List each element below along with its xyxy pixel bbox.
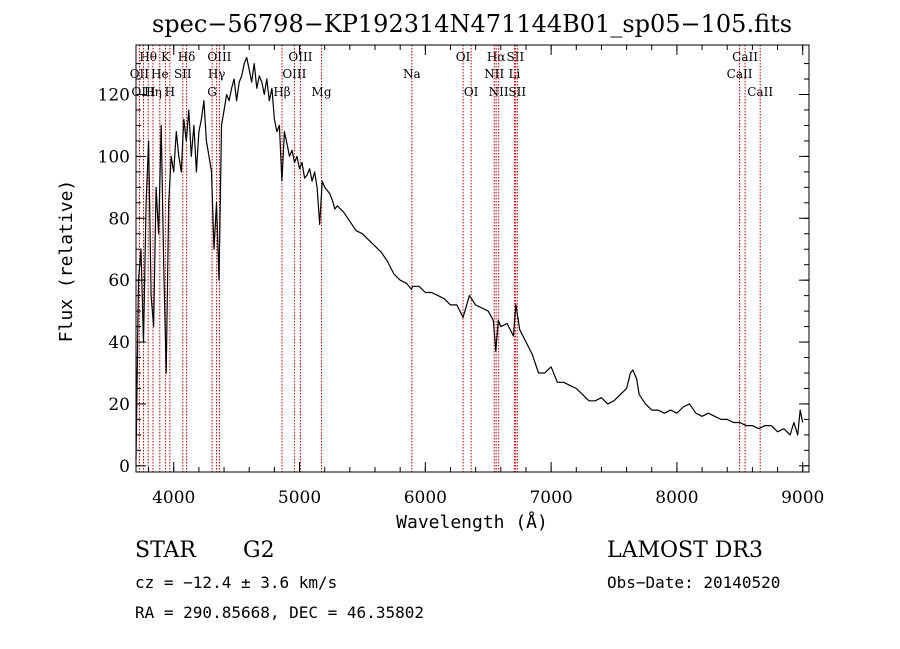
x-tick-label: 5000 — [278, 488, 321, 508]
spectral-line-label: SII — [507, 50, 525, 64]
x-axis-label: Wavelength (Å) — [396, 511, 548, 533]
axes-layer: 4000 5000 6000 7000 8000 9000 0 20 40 60 80 100 120 — [98, 45, 824, 508]
spectral-line-label: Hγ — [208, 67, 226, 81]
series-line-0 — [135, 56, 804, 460]
y-tick-label: 120 — [98, 86, 130, 106]
x-tick-label: 8000 — [655, 488, 698, 508]
spectral-line-label: Hβ — [273, 85, 290, 99]
spectral-line-label: CaII — [727, 67, 753, 81]
x-tick-label: 4000 — [152, 488, 195, 508]
spectral-line-label: K — [161, 50, 171, 64]
chart-title: spec−56798−KP192314N471144B01_sp05−105.f… — [152, 10, 792, 38]
spectral-line-label: G — [207, 85, 217, 99]
x-tick-label: 9000 — [781, 488, 824, 508]
y-tick-label: 60 — [108, 271, 130, 291]
spectral-line-label: NII — [484, 67, 504, 81]
spectral-line-label: OIII — [288, 50, 312, 64]
observation-date: Obs−Date: 20140520 — [607, 573, 781, 592]
spectral-line-label: OII — [130, 67, 150, 81]
spectral-line-label: Na — [403, 67, 421, 81]
spectral-line-label: OI — [464, 85, 479, 99]
spectral-line-label: NII — [489, 85, 509, 99]
y-axis-label: Flux (relative) — [56, 180, 77, 343]
spectral-line-label: Hη — [144, 85, 162, 99]
series-layer — [135, 56, 804, 460]
y-tick-label: 100 — [98, 147, 130, 167]
redshift-cz: cz = −12.4 ± 3.6 km/s — [135, 573, 338, 592]
y-tick-label: 20 — [108, 395, 130, 415]
object-subclass: G2 — [243, 538, 275, 563]
spectral-line-label: SII — [508, 85, 526, 99]
x-tick-label: 6000 — [404, 488, 447, 508]
spectral-line-label: Hδ — [178, 50, 196, 64]
spectral-line-label: Mg — [312, 85, 332, 99]
spectral-line-label: CaII — [747, 85, 773, 99]
spectral-line-label: Hα — [487, 50, 506, 64]
x-tick-label: 7000 — [529, 488, 572, 508]
y-tick-label: 40 — [108, 333, 130, 353]
spectral-line-label: Li — [508, 67, 520, 81]
spectral-line-label: H — [165, 85, 175, 99]
y-tick-label: 80 — [108, 209, 130, 229]
object-class: STAR — [135, 538, 196, 563]
survey-name: LAMOST DR3 — [607, 538, 763, 563]
spectral-line-label: OIII — [132, 85, 156, 99]
spectral-line-label: SII — [174, 67, 192, 81]
spectral-line-label: OIII — [207, 50, 231, 64]
spectral-line-label: OI — [456, 50, 471, 64]
spectral-line-label: OIII — [282, 67, 306, 81]
plot-frame — [135, 44, 810, 473]
spectral-line-label: He — [151, 67, 169, 81]
y-tick-label: 0 — [119, 457, 130, 477]
coordinates: RA = 290.85668, DEC = 46.35802 — [135, 603, 424, 622]
spectral-line-label: CaII — [732, 50, 758, 64]
spectral-line-label: Hθ — [139, 50, 157, 64]
